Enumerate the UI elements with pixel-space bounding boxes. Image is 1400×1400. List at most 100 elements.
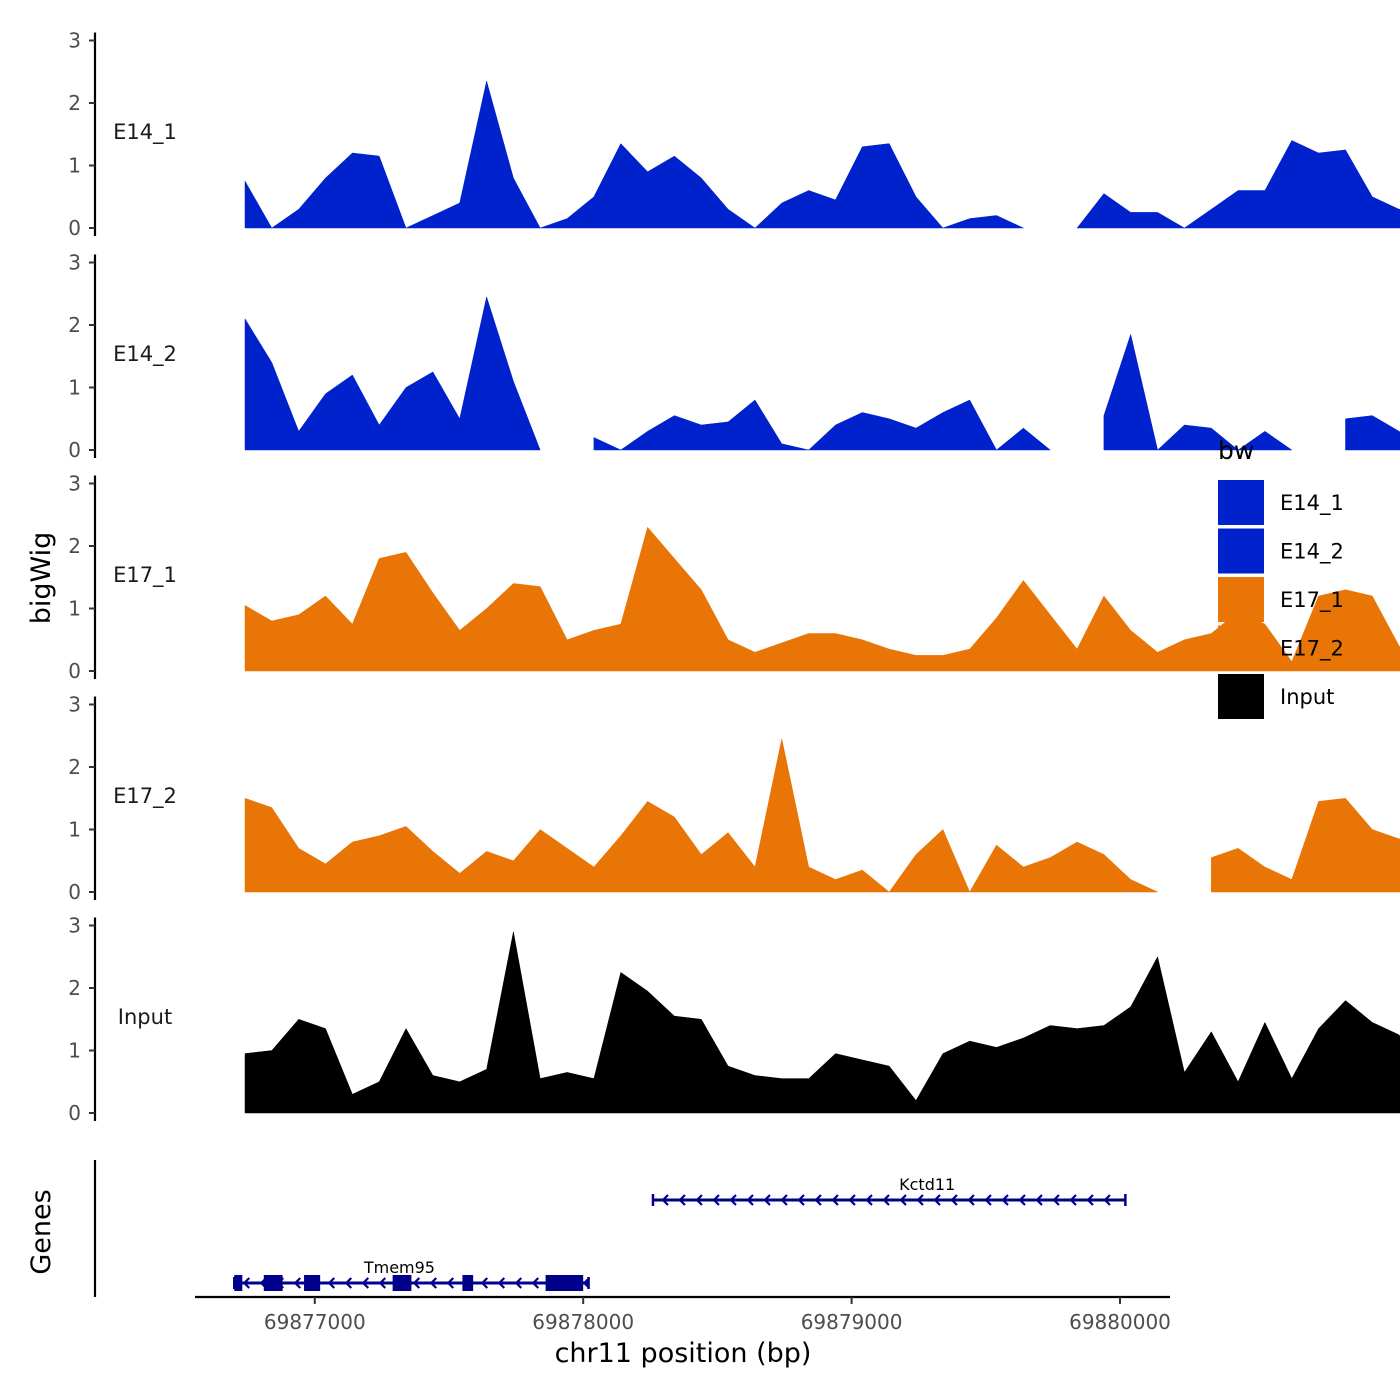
x-tick-label: 69878000 [532, 1310, 634, 1334]
strand-arrow [531, 1277, 540, 1289]
gene-label: Tmem95 [363, 1258, 435, 1277]
strand-arrow [361, 1277, 370, 1289]
strand-arrow [933, 1194, 941, 1206]
exon [304, 1275, 321, 1291]
exon [263, 1275, 283, 1291]
strand-arrow [797, 1194, 805, 1206]
track-E17_2: 0 1 2 3 E17_2 [68, 693, 1400, 904]
strand-arrow [412, 1277, 421, 1289]
strand-arrow [1052, 1194, 1060, 1206]
legend-item-E14_2: E14_2 [1218, 528, 1344, 574]
strand-arrow [916, 1194, 924, 1206]
signal-area [593, 399, 1051, 451]
strand-arrow [882, 1194, 890, 1206]
strand-arrow [695, 1194, 703, 1206]
legend-item-E17_1: E17_1 [1218, 577, 1344, 622]
y-tick-label: 0 [68, 216, 81, 240]
legend-label: E14_1 [1280, 491, 1344, 516]
strand-arrow [293, 1277, 302, 1289]
legend-swatch [1218, 577, 1264, 622]
strand-arrow [661, 1194, 669, 1206]
legend-label: E14_2 [1280, 540, 1344, 565]
strand-arrow [1103, 1194, 1111, 1206]
legend-swatch [1218, 625, 1264, 671]
strand-arrow [497, 1277, 506, 1289]
strand-arrow [678, 1194, 686, 1206]
track-Input: 0 1 2 3 Input [68, 914, 1400, 1125]
x-tick-label: 69877000 [264, 1310, 366, 1334]
y-tick-label: 3 [68, 693, 81, 717]
y-tick-label: 3 [68, 29, 81, 53]
legend-title: bw [1218, 436, 1254, 465]
gene-Kctd11: Kctd11 [651, 1175, 1127, 1206]
legend-label: E17_1 [1280, 588, 1344, 613]
strand-arrow [1018, 1194, 1026, 1206]
strand-arrow [514, 1277, 523, 1289]
gene-Tmem95: Tmem95 [233, 1258, 591, 1291]
legend-swatch [1218, 528, 1264, 574]
legend-item-E14_1: E14_1 [1218, 480, 1344, 525]
strand-arrow [1001, 1194, 1009, 1206]
signal-area [1076, 140, 1400, 229]
strand-arrow [984, 1194, 992, 1206]
legend-label: Input [1280, 685, 1334, 709]
strand-arrow [480, 1277, 489, 1289]
legend-item-E17_2: E17_2 [1218, 625, 1344, 671]
gene-label: Kctd11 [899, 1175, 955, 1194]
x-axis-title: chr11 position (bp) [555, 1338, 812, 1369]
y-tick-label: 0 [68, 438, 81, 462]
signal-area [244, 80, 1024, 229]
legend-item-Input: Input [1218, 674, 1334, 719]
y-tick-label: 2 [68, 313, 81, 337]
strand-arrow [780, 1194, 788, 1206]
signal-area [1345, 415, 1400, 451]
y-tick-label: 1 [68, 597, 81, 621]
strand-arrow [1035, 1194, 1043, 1206]
strand-arrow [712, 1194, 720, 1206]
strand-arrow [378, 1277, 387, 1289]
track-E14_2: 0 1 2 3 E14_2 [68, 251, 1400, 462]
y-tick-label: 2 [68, 976, 81, 1000]
legend-label: E17_2 [1280, 637, 1344, 662]
legend: bw E14_1 E14_2 E17_1 E17_2 Input [1218, 436, 1344, 719]
y-axis-title: bigWig [26, 532, 57, 625]
strand-arrow [746, 1194, 754, 1206]
y-tick-label: 3 [68, 914, 81, 938]
strand-arrow [242, 1277, 251, 1289]
y-tick-label: 0 [68, 659, 81, 683]
gene-track: Tmem95 Kctd11 [93, 1160, 1127, 1297]
strand-arrow [1069, 1194, 1077, 1206]
signal-tracks: 0 1 2 3 E14_1 0 1 2 3 E14_2 0 1 2 3 E17_1 0 1 2 3 E17_2 0 1 2 3… [68, 29, 1400, 1125]
signal-area [1211, 798, 1400, 893]
y-tick-label: 0 [68, 1101, 81, 1125]
strand-arrow [814, 1194, 822, 1206]
strand-arrow [446, 1277, 455, 1289]
y-tick-label: 3 [68, 251, 81, 275]
signal-area [244, 527, 1400, 672]
y-tick-label: 1 [68, 818, 81, 842]
strand-arrow [899, 1194, 907, 1206]
strand-arrow [429, 1277, 438, 1289]
exon [545, 1275, 584, 1291]
x-tick-label: 69879000 [801, 1310, 903, 1334]
exon [234, 1275, 243, 1291]
strand-arrow [848, 1194, 856, 1206]
y-tick-label: 0 [68, 880, 81, 904]
strand-arrow [950, 1194, 958, 1206]
track-label: Input [118, 1005, 172, 1029]
x-axis: 69877000 69878000 69879000 69880000 [195, 1295, 1171, 1334]
track-E14_1: 0 1 2 3 E14_1 [68, 29, 1400, 240]
track-label: E14_1 [113, 120, 177, 145]
strand-arrow [729, 1194, 737, 1206]
signal-area [1103, 334, 1293, 451]
strand-arrow [327, 1277, 336, 1289]
track-E17_1: 0 1 2 3 E17_1 [68, 472, 1400, 683]
strand-arrow [967, 1194, 975, 1206]
y-tick-label: 1 [68, 1039, 81, 1063]
legend-swatch [1218, 674, 1264, 719]
track-label: E17_1 [113, 563, 177, 588]
y-tick-label: 2 [68, 534, 81, 558]
exon [462, 1275, 474, 1291]
y-tick-label: 3 [68, 472, 81, 496]
